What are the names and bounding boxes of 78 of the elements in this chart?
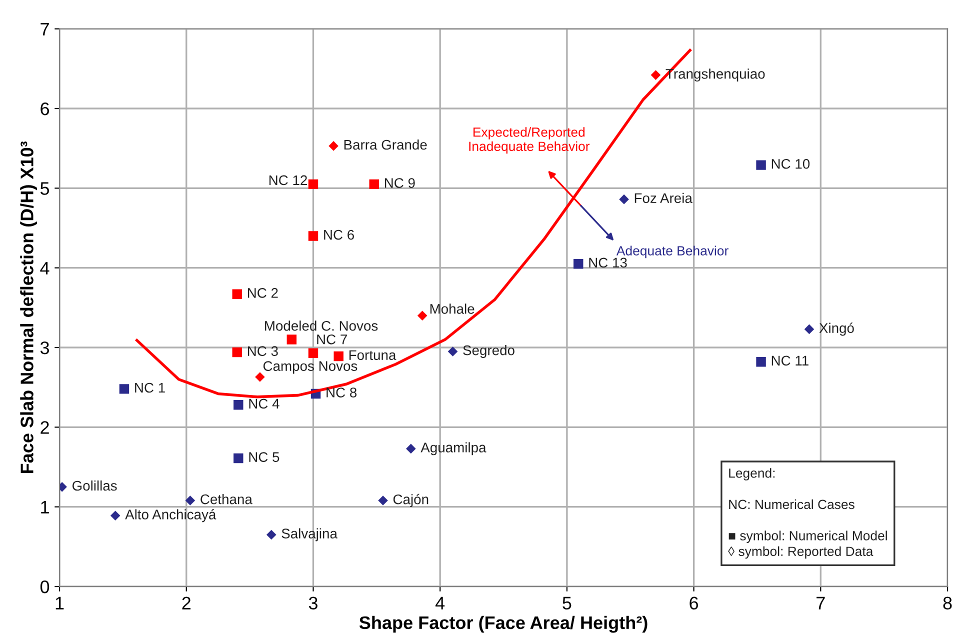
y-tick-label: 2: [40, 421, 49, 434]
point: [234, 400, 244, 410]
point: [369, 179, 379, 190]
annotation: NC 8: [326, 388, 357, 398]
y-tick-label: 0: [40, 580, 50, 594]
annotation: Campos Novos: [263, 361, 358, 374]
point: [574, 259, 584, 269]
point: [418, 311, 427, 320]
annotation: NC 10: [772, 158, 810, 169]
annotation: NC 3: [248, 346, 278, 356]
annotation: NC 4: [249, 398, 280, 409]
annotation: Expected/Reported Inadequate Behavior: [469, 127, 590, 154]
point: [334, 351, 344, 362]
point: [308, 348, 318, 358]
point: [186, 496, 195, 506]
x-tick-label: 8: [943, 596, 952, 610]
x-tick-label: 5: [562, 596, 572, 610]
point: [234, 453, 244, 464]
x-axis-title: Shape Factor (Face Area/ Heigth²): [359, 616, 648, 633]
annotation: Adequate Behavior: [616, 246, 728, 258]
point: [266, 530, 276, 540]
point: [308, 179, 318, 190]
y-tick-label: 1: [41, 500, 49, 514]
y-tick-label: 7: [40, 22, 49, 36]
point: [232, 347, 242, 358]
point: [308, 231, 318, 241]
annotation: Cajón: [393, 494, 428, 508]
annotation: Cethana: [200, 494, 252, 504]
annotation: Xingó: [819, 322, 854, 336]
point: [255, 372, 265, 382]
annotation: NC 9: [384, 178, 415, 188]
annotation: Barra Grande: [344, 139, 427, 150]
annotation: NC 1: [135, 382, 165, 393]
point: [756, 356, 766, 367]
point: [406, 444, 416, 454]
annotation: Alto Anchicayá: [125, 509, 216, 522]
point: [232, 289, 242, 299]
y-tick-label: 3: [40, 341, 50, 354]
point: [448, 346, 458, 356]
x-tick-label: 6: [690, 596, 698, 610]
annotation: NC 7: [317, 334, 347, 344]
annotation: Foz Areia: [634, 192, 692, 204]
point: [328, 141, 338, 151]
annotation: NC 11: [772, 356, 808, 366]
annotation: NC 12: [269, 175, 307, 186]
annotation: Trangshenquiao: [666, 68, 765, 82]
annotation: Legend:: [729, 468, 775, 480]
point: [119, 384, 130, 394]
point: [378, 496, 388, 506]
x-tick-label: 3: [308, 596, 318, 610]
point: [804, 324, 814, 334]
y-tick-label: 5: [40, 182, 50, 195]
annotation: NC 13: [589, 258, 627, 268]
annotation: ◊ symbol: Reported Data: [728, 546, 874, 559]
x-tick-label: 7: [816, 596, 825, 610]
y-tick-label: 4: [40, 262, 50, 274]
annotation: Mohale: [430, 304, 474, 314]
annotation: Golillas: [72, 480, 117, 491]
annotation: Modeled C. Novos: [265, 320, 378, 331]
x-tick-label: 1: [56, 596, 64, 610]
point: [651, 70, 660, 80]
annotation: Salvajina: [282, 528, 338, 542]
x-tick-label: 2: [182, 596, 190, 610]
annotation: NC 5: [249, 452, 280, 462]
x-tick-label: 4: [435, 596, 445, 610]
annotation: ■ symbol: Numerical Model: [728, 530, 887, 543]
point: [286, 334, 297, 344]
y-axis-title: Face Slab Normal deflection (D/H) X10³: [20, 142, 37, 474]
point: [756, 160, 766, 170]
annotation: NC: Numerical Cases: [729, 499, 854, 510]
y-tick-label: 6: [40, 102, 50, 116]
annotation: Fortuna: [349, 350, 396, 360]
annotation: NC 6: [324, 230, 354, 240]
annotation: Aguamilpa: [420, 442, 486, 456]
point: [110, 510, 120, 520]
annotation: NC 2: [248, 288, 278, 298]
point: [619, 194, 629, 204]
annotation: Segredo: [463, 345, 514, 358]
